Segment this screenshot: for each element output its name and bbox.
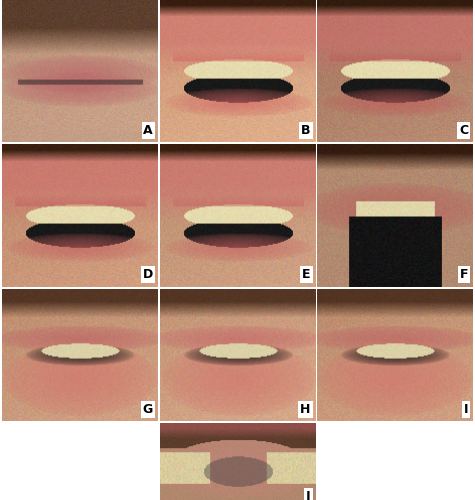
Text: A: A <box>143 124 153 137</box>
Text: H: H <box>300 403 311 416</box>
Text: J: J <box>306 490 311 500</box>
Text: B: B <box>301 124 311 137</box>
Text: E: E <box>302 268 311 281</box>
Text: G: G <box>143 403 153 416</box>
Text: F: F <box>460 268 468 281</box>
Text: D: D <box>143 268 153 281</box>
Text: C: C <box>459 124 468 137</box>
Text: I: I <box>464 403 468 416</box>
